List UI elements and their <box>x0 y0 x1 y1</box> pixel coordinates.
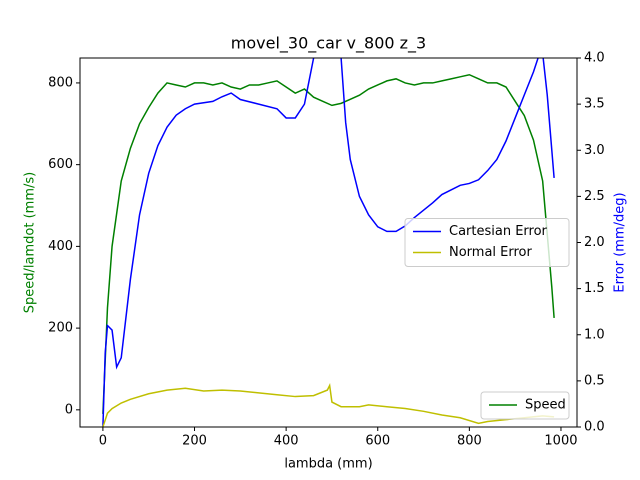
x-tick-label: 400 <box>274 434 299 449</box>
legend-label: Cartesian Error <box>449 224 548 239</box>
y2-tick-label: 2.5 <box>584 189 605 204</box>
y-tick-label: 400 <box>48 239 73 254</box>
y2-tick-label: 0.0 <box>584 420 605 435</box>
y2-tick-label: 3.0 <box>584 143 605 158</box>
plot-area <box>102 58 555 427</box>
line-series <box>102 73 555 414</box>
x-tick-label: 600 <box>365 434 390 449</box>
legend-box <box>480 391 570 420</box>
legend-label: Normal Error <box>449 245 533 260</box>
y-tick-label: 600 <box>48 157 73 172</box>
y2-tick-label: 3.5 <box>584 97 605 112</box>
line-series <box>102 382 555 427</box>
y-tick-label: 200 <box>48 321 73 336</box>
x-axis-label: lambda (mm) <box>284 457 372 472</box>
y2-tick-label: 4.0 <box>584 51 605 66</box>
y2-tick-label: 1.5 <box>584 281 605 296</box>
y2-axis-label: Error (mm/deg) <box>613 192 628 292</box>
y-tick-label: 0 <box>65 402 73 417</box>
y2-tick-label: 1.0 <box>584 327 605 342</box>
x-tick-label: 200 <box>182 434 207 449</box>
x-tick-label: 0 <box>99 434 107 449</box>
x-tick-label: 800 <box>457 434 482 449</box>
y-axis-label: Speed/lamdot (mm/s) <box>23 172 38 313</box>
y2-tick-label: 0.5 <box>584 373 605 388</box>
axes-frame <box>79 57 578 428</box>
legend-box <box>404 218 570 267</box>
y-tick-label: 800 <box>48 75 73 90</box>
y2-tick-label: 2.0 <box>584 235 605 250</box>
chart-title: movel_30_car v_800 z_3 <box>231 34 426 54</box>
x-tick-label: 1000 <box>544 434 577 449</box>
legend-label: Speed <box>525 398 566 413</box>
line-series <box>102 58 555 427</box>
